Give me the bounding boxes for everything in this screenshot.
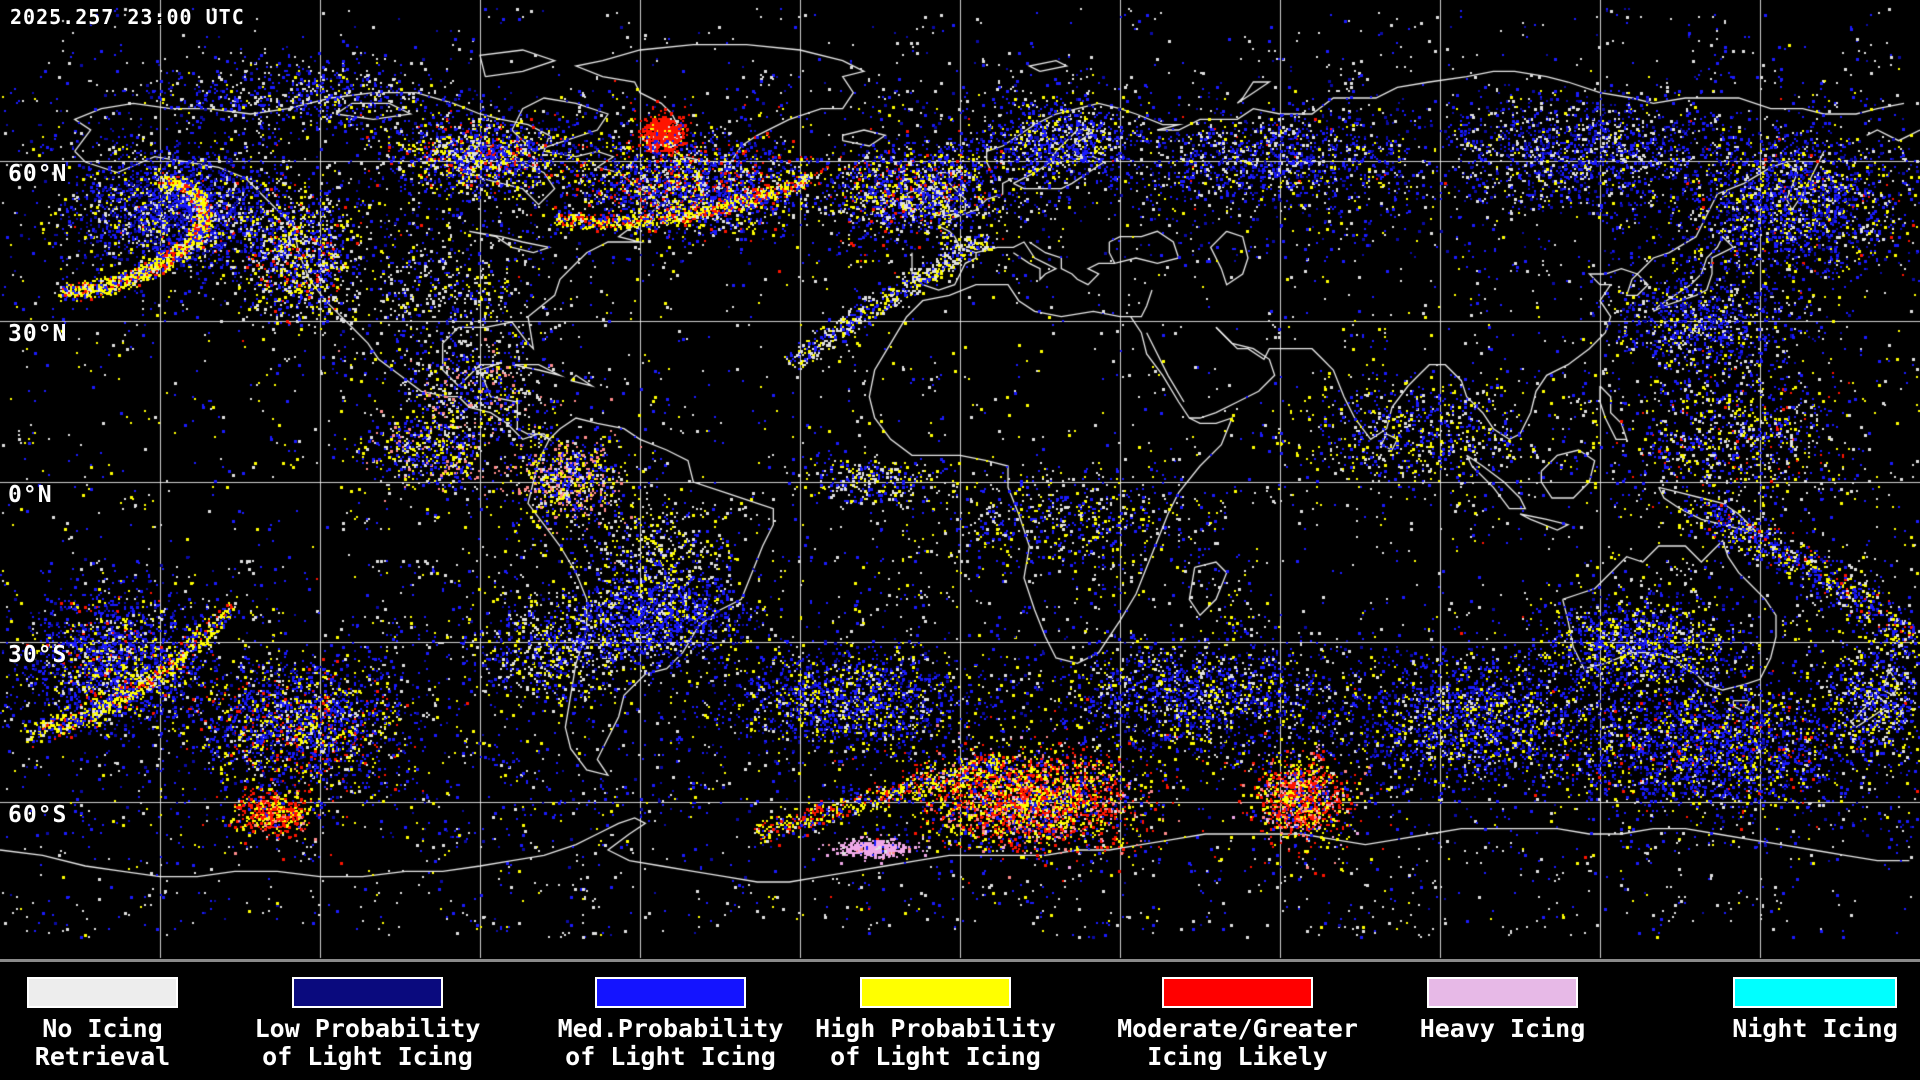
legend-label-6: Night Icing [1665,1015,1920,1043]
legend-label-line: Night Icing [1732,1014,1898,1043]
legend-swatch-4 [1162,977,1313,1008]
legend-item-6: Night Icing [1665,962,1920,1080]
legend-label-line: of Light Icing [262,1042,473,1071]
legend-label-line: No Icing [42,1014,163,1043]
lat-label-30n: 30°N [8,321,68,347]
legend-swatch-5 [1427,977,1578,1008]
lat-label-60n: 60°N [8,161,68,187]
legend-item-1: Low Probability of Light Icing [218,962,518,1080]
legend-item-5: Heavy Icing [1353,962,1653,1080]
legend-label-line: Heavy Icing [1419,1014,1586,1043]
legend-label-4: Moderate/Greater Icing Likely [1088,1015,1388,1071]
world-icing-map-canvas [0,0,1920,959]
legend-label-line: Low Probability [254,1014,481,1043]
legend-label-5: Heavy Icing [1353,1015,1653,1043]
legend-item-3: High Probability of Light Icing [786,962,1086,1080]
legend-item-2: Med.Probability of Light Icing [521,962,821,1080]
legend-label-line: Retrieval [34,1042,171,1071]
legend-item-0: No Icing Retrieval [0,962,253,1080]
legend-swatch-1 [292,977,443,1008]
legend-swatch-6 [1733,977,1897,1008]
lat-label-0n: 0°N [8,482,53,508]
legend-swatch-0 [27,977,178,1008]
legend-label-line: Icing Likely [1147,1042,1328,1071]
legend-label-line: High Probability [815,1014,1056,1043]
legend-label-line: of Light Icing [565,1042,776,1071]
legend-label-line: Med.Probability [557,1014,784,1043]
timestamp: 2025.257 23:00 UTC [10,5,245,29]
map-legend-separator [0,959,1920,962]
lat-label-30s: 30°S [8,642,68,668]
legend-item-4: Moderate/Greater Icing Likely [1088,962,1388,1080]
legend-swatch-2 [595,977,746,1008]
legend-label-1: Low Probability of Light Icing [218,1015,518,1071]
legend-label-line: of Light Icing [830,1042,1041,1071]
legend-swatch-3 [860,977,1011,1008]
legend: No Icing Retrieval Low Probability of Light… [0,962,1920,1080]
legend-label-2: Med.Probability of Light Icing [521,1015,821,1071]
lat-label-60s: 60°S [8,802,68,828]
legend-label-0: No Icing Retrieval [0,1015,253,1071]
legend-label-line: Moderate/Greater [1117,1014,1358,1043]
legend-label-3: High Probability of Light Icing [786,1015,1086,1071]
